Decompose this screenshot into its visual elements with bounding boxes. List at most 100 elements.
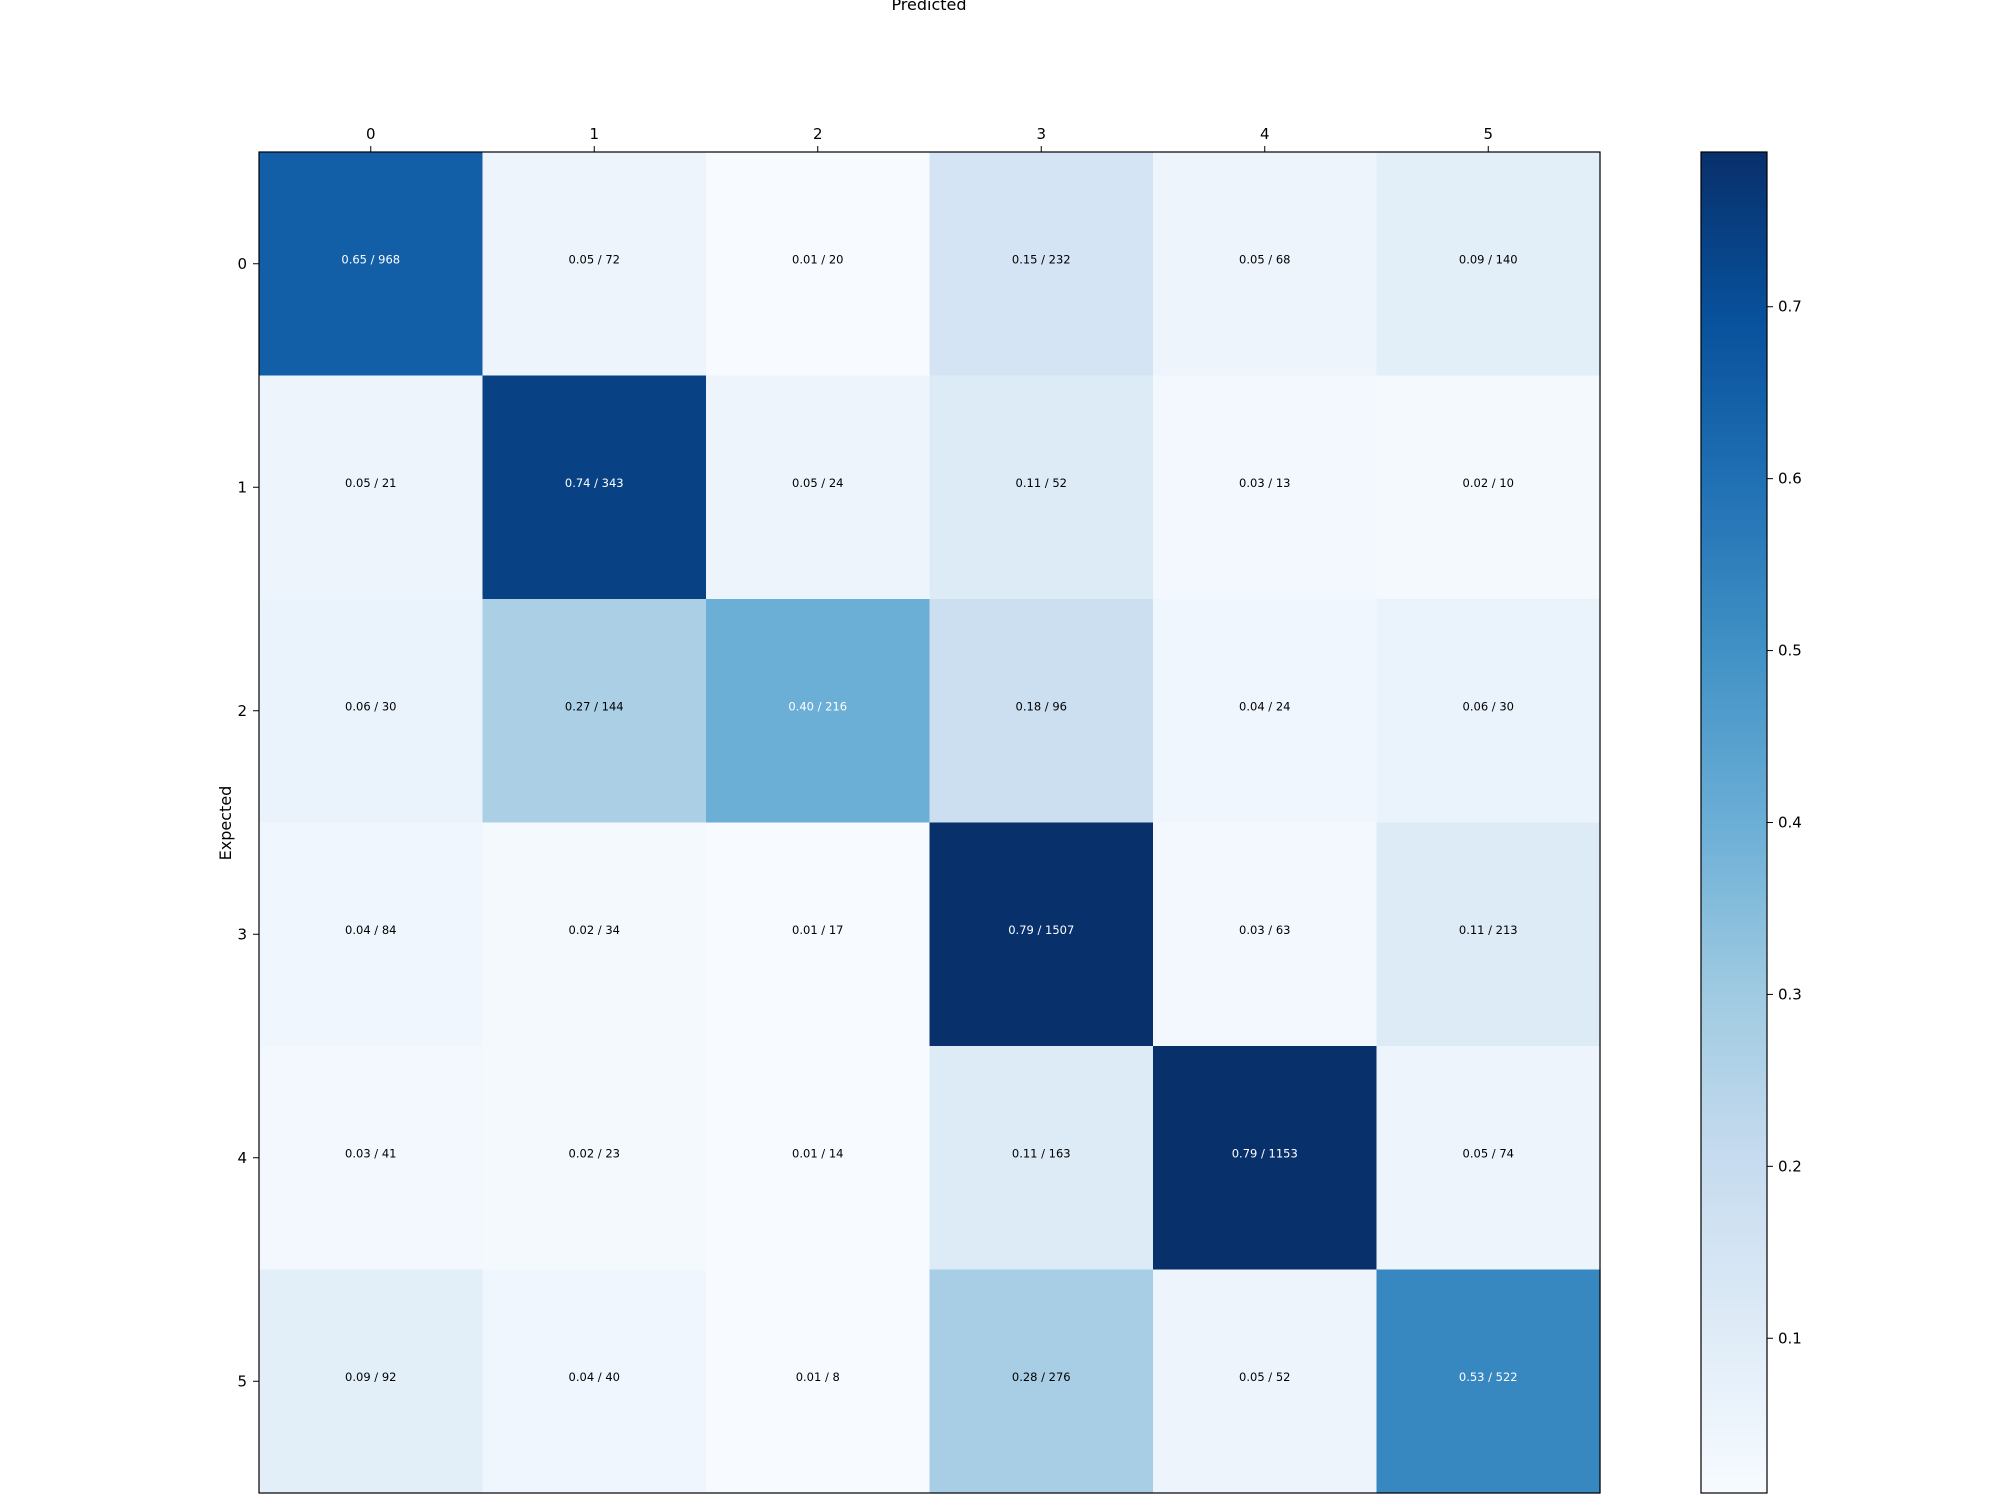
x-axis-label: Predicted: [891, 0, 966, 14]
x-tick-label-1: 1: [589, 125, 599, 143]
heatmap-cell-r5-c4: [1153, 1269, 1378, 1494]
heatmap-cell-r4-c4: [1153, 1046, 1378, 1271]
heatmap-cell-labels: 0.65 / 968 0.05 / 72 0.01 / 20 0.15 / 232 0.…: [341, 252, 1517, 1384]
cell-label-r4-c3: 0.11 / 163: [1012, 1146, 1071, 1160]
y-tick-label-3: 3: [237, 925, 247, 943]
heatmap-cell-r2-c4: [1153, 599, 1378, 824]
cell-label-r5-c5: 0.53 / 522: [1459, 1370, 1518, 1384]
heatmap-cell-r0-c0: [259, 152, 484, 377]
colorbar-tick-label-0.3: 0.3: [1778, 985, 1802, 1003]
heatmap-cell-r0-c3: [929, 152, 1154, 377]
x-tick-label-4: 4: [1260, 125, 1270, 143]
cell-label-r4-c1: 0.02 / 23: [569, 1146, 620, 1160]
cell-label-r4-c0: 0.03 / 41: [345, 1146, 396, 1160]
cell-label-r1-c5: 0.02 / 10: [1463, 476, 1514, 490]
cell-label-r0-c4: 0.05 / 68: [1239, 252, 1290, 266]
x-axis-ticks: 0 1 2 3 4 5: [366, 125, 1493, 152]
heatmap-cell-r2-c2: [706, 599, 931, 824]
cell-label-r3-c1: 0.02 / 34: [569, 923, 620, 937]
cell-label-r2-c2: 0.40 / 216: [788, 699, 847, 713]
cell-label-r3-c3: 0.79 / 1507: [1008, 923, 1074, 937]
heatmap-cell-r1-c3: [929, 375, 1154, 600]
cell-label-r2-c5: 0.06 / 30: [1463, 699, 1514, 713]
cell-label-r3-c4: 0.03 / 63: [1239, 923, 1290, 937]
cell-label-r0-c1: 0.05 / 72: [569, 252, 620, 266]
x-tick-label-3: 3: [1036, 125, 1046, 143]
y-tick-label-1: 1: [237, 478, 247, 496]
heatmap-cell-r2-c1: [482, 599, 707, 824]
y-tick-label-2: 2: [237, 702, 247, 720]
heatmap-cell-r3-c2: [706, 822, 931, 1047]
cell-label-r3-c0: 0.04 / 84: [345, 923, 396, 937]
colorbar-tick-label-0.5: 0.5: [1778, 642, 1802, 660]
colorbar-tick-label-0.4: 0.4: [1778, 814, 1802, 832]
heatmap-cell-r4-c2: [706, 1046, 931, 1271]
cell-label-r0-c5: 0.09 / 140: [1459, 252, 1518, 266]
cell-label-r1-c4: 0.03 / 13: [1239, 476, 1290, 490]
heatmap-cell-r4-c1: [482, 1046, 707, 1271]
heatmap-cell-r4-c3: [929, 1046, 1154, 1271]
cell-label-r2-c1: 0.27 / 144: [565, 699, 624, 713]
heatmap-cell-r5-c2: [706, 1269, 931, 1494]
cell-label-r2-c0: 0.06 / 30: [345, 699, 396, 713]
y-tick-label-0: 0: [237, 255, 247, 273]
heatmap-cell-r0-c1: [482, 152, 707, 377]
x-tick-label-2: 2: [813, 125, 823, 143]
x-tick-label-0: 0: [366, 125, 376, 143]
y-tick-label-4: 4: [237, 1149, 247, 1167]
colorbar-tick-label-0.7: 0.7: [1778, 298, 1802, 316]
cell-label-r1-c2: 0.05 / 24: [792, 476, 843, 490]
colorbar-tick-label-0.1: 0.1: [1778, 1329, 1802, 1347]
heatmap-cell-r4-c0: [259, 1046, 484, 1271]
heatmap-cell-r2-c3: [929, 599, 1154, 824]
x-tick-label-5: 5: [1483, 125, 1493, 143]
heatmap-cell-r2-c0: [259, 599, 484, 824]
cell-label-r3-c2: 0.01 / 17: [792, 923, 843, 937]
cell-label-r5-c3: 0.28 / 276: [1012, 1370, 1071, 1384]
cell-label-r3-c5: 0.11 / 213: [1459, 923, 1518, 937]
heatmap-cell-r3-c0: [259, 822, 484, 1047]
heatmap-cell-r5-c3: [929, 1269, 1154, 1494]
cell-label-r4-c5: 0.05 / 74: [1463, 1146, 1514, 1160]
colorbar: 0.1 0.2 0.3 0.4 0.5 0.6 0.7: [1700, 151, 1802, 1494]
heatmap-cells: [259, 152, 1601, 1494]
heatmap-cell-r2-c5: [1376, 599, 1601, 824]
cell-label-r1-c1: 0.74 / 343: [565, 476, 624, 490]
cell-label-r1-c3: 0.11 / 52: [1016, 476, 1067, 490]
heatmap-cell-r4-c5: [1376, 1046, 1601, 1271]
colorbar-tick-label-0.2: 0.2: [1778, 1157, 1802, 1175]
heatmap-cell-r1-c4: [1153, 375, 1378, 600]
cell-label-r5-c1: 0.04 / 40: [569, 1370, 620, 1384]
cell-label-r2-c4: 0.04 / 24: [1239, 699, 1290, 713]
cell-label-r0-c2: 0.01 / 20: [792, 252, 843, 266]
heatmap-cell-r0-c2: [706, 152, 931, 377]
cell-label-r5-c4: 0.05 / 52: [1239, 1370, 1290, 1384]
heatmap-cell-r1-c0: [259, 375, 484, 600]
heatmap-cell-r1-c2: [706, 375, 931, 600]
colorbar-ticks: 0.1 0.2 0.3 0.4 0.5 0.6 0.7: [1767, 298, 1802, 1347]
cell-label-r0-c3: 0.15 / 232: [1012, 252, 1071, 266]
y-tick-label-5: 5: [237, 1372, 247, 1390]
heatmap-cell-r5-c5: [1376, 1269, 1601, 1494]
colorbar-tick-label-0.6: 0.6: [1778, 470, 1802, 488]
heatmap-cell-r5-c1: [482, 1269, 707, 1494]
heatmap-cell-r1-c1: [482, 375, 707, 600]
y-axis-ticks: 0 1 2 3 4 5: [237, 255, 259, 1390]
heatmap-cell-r3-c1: [482, 822, 707, 1047]
cell-label-r0-c0: 0.65 / 968: [341, 252, 400, 266]
heatmap-cell-r3-c5: [1376, 822, 1601, 1047]
heatmap-cell-r3-c3: [929, 822, 1154, 1047]
heatmap-cell-r3-c4: [1153, 822, 1378, 1047]
cell-label-r1-c0: 0.05 / 21: [345, 476, 396, 490]
plot-frame: [258, 151, 1601, 1494]
y-axis-label: Expected: [216, 786, 235, 861]
heatmap-cell-r0-c4: [1153, 152, 1378, 377]
heatmap-cell-r0-c5: [1376, 152, 1601, 377]
cell-label-r2-c3: 0.18 / 96: [1016, 699, 1067, 713]
colorbar-gradient: [1700, 151, 1768, 1494]
cell-label-r4-c2: 0.01 / 14: [792, 1146, 843, 1160]
cell-label-r5-c2: 0.01 / 8: [796, 1370, 840, 1384]
cell-label-r4-c4: 0.79 / 1153: [1232, 1146, 1298, 1160]
heatmap-cell-r5-c0: [259, 1269, 484, 1494]
